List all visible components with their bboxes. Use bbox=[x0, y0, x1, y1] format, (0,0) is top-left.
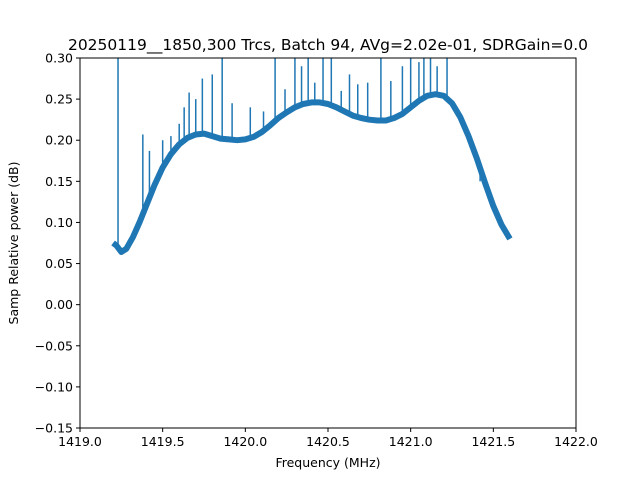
chart-title: 20250119__1850,300 Trcs, Batch 94, AVg=2… bbox=[68, 36, 588, 55]
y-tick-label: 0.10 bbox=[45, 215, 73, 230]
y-tick-label: 0.15 bbox=[45, 174, 73, 189]
x-axis-label: Frequency (MHz) bbox=[275, 455, 380, 470]
y-tick-label: −0.10 bbox=[35, 379, 73, 394]
series-layer bbox=[111, 58, 513, 255]
y-tick-label: 0.00 bbox=[45, 297, 73, 312]
y-tick-label: 0.05 bbox=[45, 256, 73, 271]
y-tick-label: −0.15 bbox=[35, 421, 73, 436]
y-tick-label: 0.30 bbox=[45, 51, 73, 66]
x-tick-label: 1419.5 bbox=[141, 434, 185, 449]
x-tick-label: 1421.0 bbox=[389, 434, 433, 449]
y-axis: −0.15 −0.10 −0.05 0.00 0.05 0.10 0.15 0.20 0.25 0… bbox=[35, 51, 80, 436]
y-tick-label: 0.25 bbox=[45, 92, 73, 107]
x-tick-label: 1421.5 bbox=[471, 434, 515, 449]
x-axis: 1419.0 1419.5 1420.0 1420.5 1421.0 1421.5 1422… bbox=[58, 428, 598, 449]
x-tick-label: 1420.0 bbox=[223, 434, 267, 449]
y-axis-label: Samp Relative power (dB) bbox=[6, 162, 21, 325]
x-tick-label: 1420.5 bbox=[306, 434, 350, 449]
x-tick-label: 1419.0 bbox=[58, 434, 102, 449]
spectrum-line bbox=[112, 93, 511, 254]
x-tick-label: 1422.0 bbox=[554, 434, 598, 449]
y-tick-label: 0.20 bbox=[45, 133, 73, 148]
y-tick-label: −0.05 bbox=[35, 338, 73, 353]
